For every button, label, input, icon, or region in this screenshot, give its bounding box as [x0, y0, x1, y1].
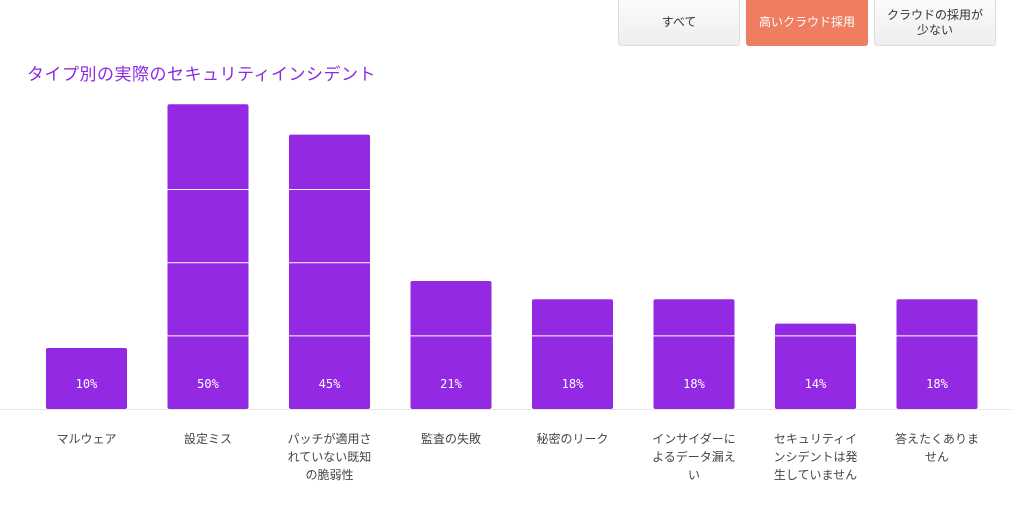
x-category-label: パッチが適用されていない既知の脆弱性 [287, 432, 372, 482]
bar [167, 104, 249, 409]
filter-high-cloud-button[interactable]: 高いクラウド採用 [746, 0, 868, 46]
bar-value-label: 10% [76, 377, 98, 391]
bar [653, 299, 735, 409]
x-category-label: 監査の失敗 [420, 432, 481, 446]
bar [410, 280, 492, 409]
x-axis-labels: マルウェア 設定ミス パッチが適用されていない既知の脆弱性 監査の失敗 秘密のリーク イン… [0, 430, 1011, 515]
filter-bar: すべて 高いクラウド採用 クラウドの採用が少ない [618, 0, 996, 46]
bar-value-label: 45% [319, 377, 341, 391]
bar [532, 299, 613, 409]
bar [46, 348, 127, 409]
bar-value-label: 18% [683, 377, 705, 391]
x-category-label: インサイダーによるデータ漏えい [652, 432, 736, 482]
filter-all-button[interactable]: すべて [618, 0, 740, 46]
x-category-label: マルウェア [56, 432, 117, 446]
x-category-label: セキュリティインシデントは発生していません [773, 432, 858, 482]
bar [896, 299, 978, 409]
filter-low-cloud-button[interactable]: クラウドの採用が少ない [874, 0, 996, 46]
bar-chart: 10% 50% 45% 21% 18% 18% 14% 18% [0, 104, 1011, 410]
x-category-label: 答えたくありません [894, 432, 979, 464]
bar [289, 134, 370, 409]
chart-title: タイプ別の実際のセキュリティインシデント [27, 65, 376, 85]
bar-value-label: 18% [926, 377, 948, 391]
bar-value-label: 18% [562, 377, 584, 391]
x-category-label: 設定ミス [183, 432, 232, 446]
bar-value-label: 50% [197, 377, 219, 391]
bar [775, 323, 856, 409]
x-category-label: 秘密のリーク [536, 432, 609, 446]
bar-value-label: 14% [805, 377, 827, 391]
bar-value-label: 21% [440, 377, 462, 391]
